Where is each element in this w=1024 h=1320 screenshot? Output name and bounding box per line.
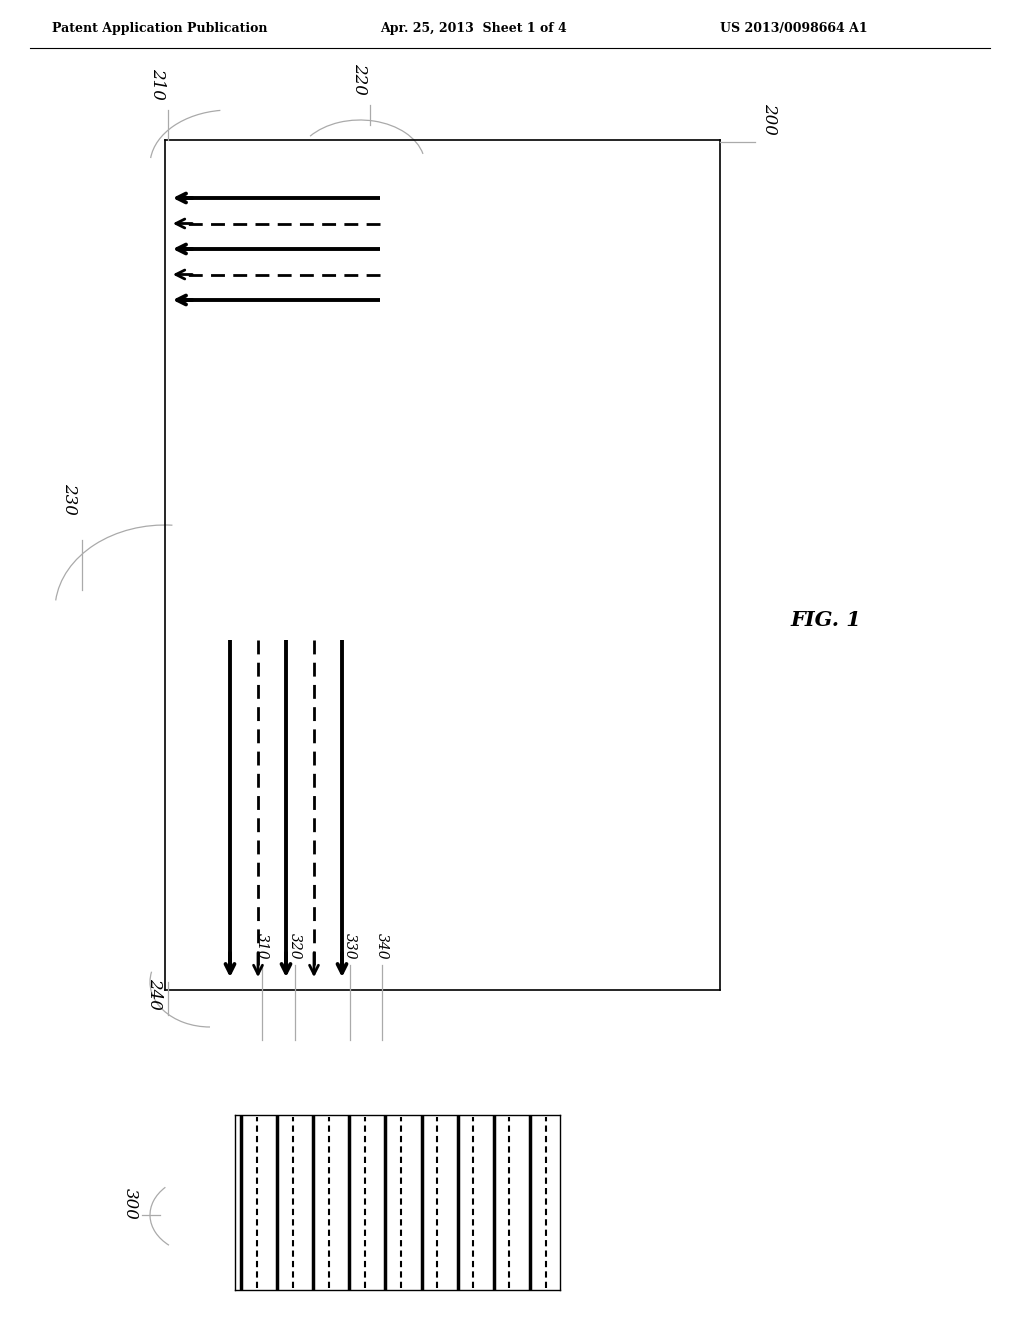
Text: 320: 320	[288, 933, 302, 960]
Text: Patent Application Publication: Patent Application Publication	[52, 22, 267, 36]
Text: 340: 340	[375, 933, 389, 960]
Text: FIG. 1: FIG. 1	[790, 610, 861, 630]
Text: 240: 240	[146, 978, 164, 1010]
Text: Apr. 25, 2013  Sheet 1 of 4: Apr. 25, 2013 Sheet 1 of 4	[380, 22, 566, 36]
Text: 200: 200	[762, 103, 778, 135]
Text: US 2013/0098664 A1: US 2013/0098664 A1	[720, 22, 867, 36]
Text: 330: 330	[343, 933, 357, 960]
Text: 300: 300	[122, 1188, 138, 1220]
Text: 210: 210	[150, 69, 167, 100]
Text: 220: 220	[351, 63, 369, 95]
Text: 230: 230	[61, 483, 79, 515]
Text: 310: 310	[255, 933, 269, 960]
